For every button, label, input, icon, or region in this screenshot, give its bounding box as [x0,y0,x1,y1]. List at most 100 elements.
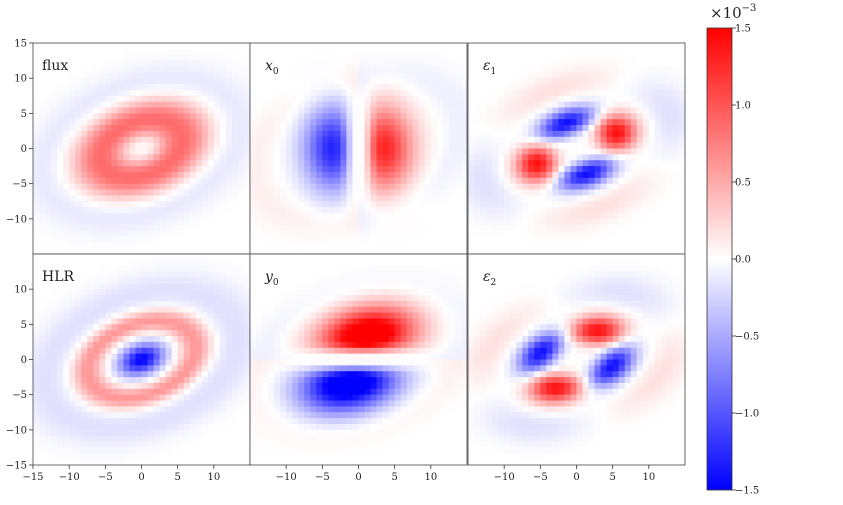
heatmap-cell [448,48,456,56]
heatmap-cell [189,382,197,390]
heatmap-cell [352,230,360,238]
heatmap-cell [141,154,149,161]
heatmap-cell [582,95,590,103]
heatmap-cell [486,66,493,73]
heatmap-cell [99,183,106,191]
heatmap-cell [304,72,311,79]
heatmap-cell [540,54,547,62]
heatmap-cell [268,154,275,161]
heatmap-cell [153,318,161,325]
heatmap-cell [672,224,680,232]
heatmap-cell [195,295,203,302]
heatmap-cell [87,142,94,150]
heatmap-cell [117,353,125,361]
heatmap-cell [528,236,535,243]
heatmap-cell [195,429,203,437]
heatmap-cell [117,48,125,56]
heatmap-cell [153,195,161,202]
heatmap-cell [225,230,233,238]
heatmap-cell [69,130,76,138]
heatmap-cell [394,60,402,68]
heatmap-cell [57,289,64,296]
heatmap-cell [256,72,263,79]
heatmap-cell [666,218,674,226]
heatmap-cell [582,142,590,150]
heatmap-cell [642,72,650,79]
heatmap-cell [256,43,263,50]
heatmap-cell [262,72,269,79]
heatmap-cell [618,84,626,91]
heatmap-cell [250,113,257,120]
heatmap-cell [201,423,209,431]
heatmap-cell [39,306,46,314]
heatmap-cell [570,148,578,155]
heatmap-cell [546,160,553,167]
heatmap-cell [630,125,638,132]
heatmap-cell [340,201,348,208]
heatmap-cell [340,43,348,50]
heatmap-cell [504,130,511,138]
heatmap-cell [183,318,191,325]
heatmap-cell [498,236,505,243]
heatmap-cell [33,306,40,314]
heatmap-cell [81,400,88,407]
heatmap-cell [183,388,191,396]
heatmap-cell [328,43,335,50]
heatmap-cell [460,43,468,50]
heatmap-cell [612,171,620,179]
heatmap-cell [75,48,82,56]
heatmap-cell [63,459,70,466]
heatmap-cell [87,353,94,361]
heatmap-cell [436,113,444,120]
heatmap-cell [642,136,650,144]
heatmap-cell [442,66,450,73]
heatmap-cell [448,54,456,62]
heatmap-cell [376,54,384,62]
heatmap-cell [504,183,511,191]
heatmap-cell [75,435,82,443]
heatmap-cell [159,207,167,214]
heatmap-cell [87,84,94,91]
heatmap-cell [153,66,161,73]
heatmap-cell [540,224,547,232]
heatmap-cell [304,154,311,161]
heatmap-cell [69,154,76,161]
heatmap-cell [33,183,40,191]
heatmap-cell [286,177,293,185]
heatmap-cell [678,242,686,249]
heatmap-cell [123,230,131,238]
heatmap-cell [87,418,94,425]
heatmap-cell [231,236,239,243]
heatmap-cell [492,130,499,138]
heatmap-cell [364,66,372,73]
heatmap-cell [588,195,596,202]
heatmap-cell [486,48,493,56]
heatmap-cell [171,207,179,214]
heatmap-cell [262,166,269,173]
heatmap-cell [534,248,541,255]
heatmap-cell [219,54,227,62]
heatmap-cell [201,394,209,402]
heatmap-cell [45,382,52,390]
heatmap-cell [231,107,239,114]
heatmap-cell [400,125,408,132]
heatmap-cell [552,60,560,68]
heatmap-cell [87,289,94,296]
heatmap-cell [195,382,203,390]
heatmap-cell [486,43,493,50]
heatmap-cell [298,78,305,85]
heatmap-cell [45,447,52,454]
heatmap-cell [57,353,64,361]
heatmap-cell [111,306,118,314]
heatmap-cell [388,224,396,232]
heatmap-cell [147,429,155,437]
heatmap-cell [201,429,209,437]
heatmap-cell [63,359,70,366]
heatmap-cell [678,48,686,56]
heatmap-cell [654,89,662,97]
heatmap-cell [564,160,572,167]
heatmap-cell [69,429,76,437]
heatmap-cell [298,43,305,50]
heatmap-cell [274,84,281,91]
heatmap-cell [250,66,257,73]
